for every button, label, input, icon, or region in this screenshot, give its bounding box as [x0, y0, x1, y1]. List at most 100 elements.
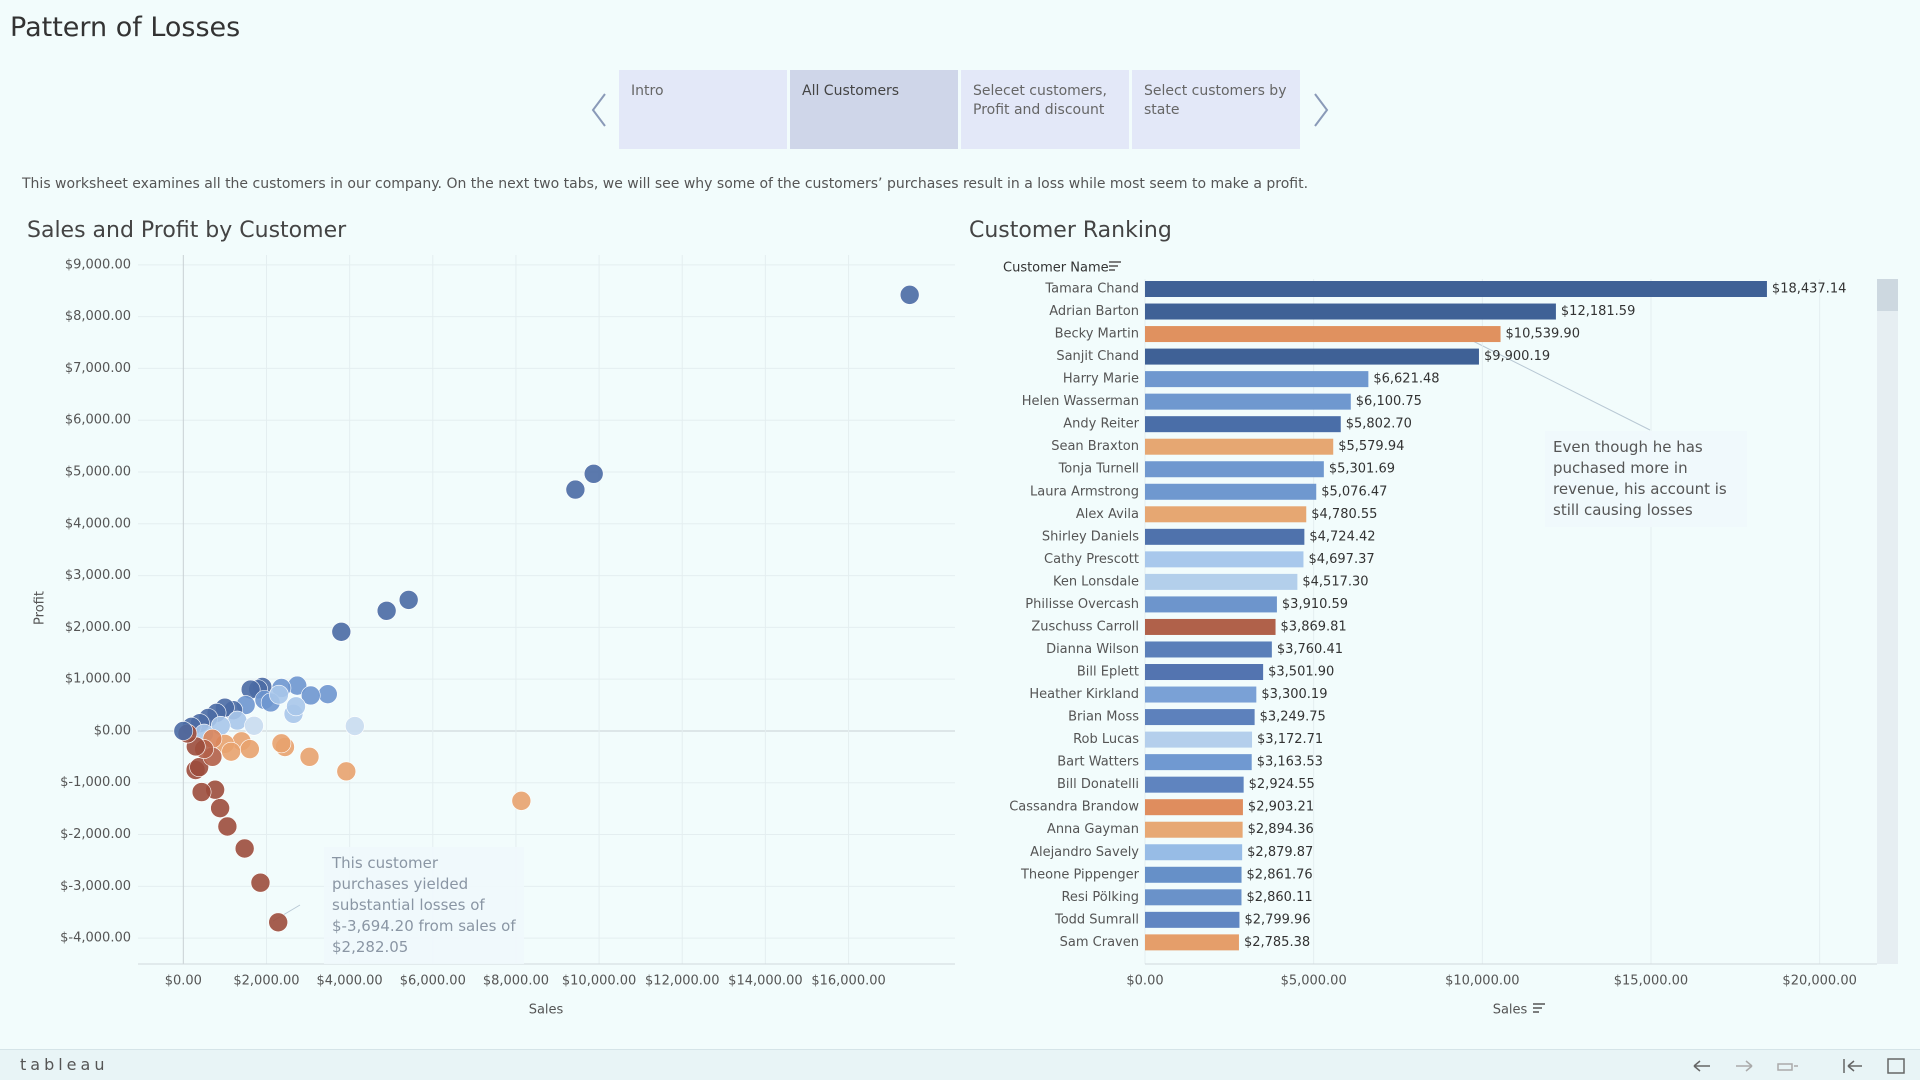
annotation-leader — [1454, 331, 1651, 431]
value-label: $3,501.90 — [1268, 665, 1334, 680]
category-label: Anna Gayman — [1047, 822, 1139, 837]
point — [221, 741, 241, 762]
x-tick-label: $6,000.00 — [400, 974, 466, 989]
bar — [1145, 731, 1253, 748]
scroll-thumb[interactable] — [1877, 279, 1898, 311]
y-tick-label: $-1,000.00 — [60, 775, 131, 790]
undo[interactable] — [1693, 1060, 1710, 1072]
point — [210, 798, 230, 818]
category-label: Cassandra Brandow — [1009, 800, 1139, 815]
point — [173, 721, 194, 741]
sort-icon[interactable] — [1533, 1003, 1545, 1013]
value-label: $2,799.96 — [1244, 912, 1310, 927]
bar — [1145, 866, 1242, 883]
category-label: Alejandro Savely — [1030, 845, 1139, 860]
category-label: Becky Martin — [1055, 327, 1139, 342]
category-label: Helen Wasserman — [1022, 394, 1139, 409]
redo[interactable] — [1736, 1060, 1753, 1072]
category-label: Rob Lucas — [1073, 732, 1139, 747]
sort-icon[interactable] — [1109, 261, 1121, 271]
scrollbar[interactable] — [1877, 279, 1898, 964]
category-label: Adrian Barton — [1049, 304, 1139, 319]
category-label: Laura Armstrong — [1030, 484, 1139, 499]
value-label: $5,076.47 — [1321, 484, 1387, 499]
bar — [1145, 641, 1272, 658]
value-label: $3,172.71 — [1257, 732, 1323, 747]
point — [398, 590, 419, 610]
revert[interactable] — [1777, 1063, 1798, 1071]
point — [191, 782, 212, 802]
category-label: Brian Moss — [1068, 710, 1139, 725]
value-label: $6,100.75 — [1356, 394, 1422, 409]
value-label: $6,621.48 — [1373, 372, 1439, 387]
y-tick-label: $-3,000.00 — [60, 879, 131, 894]
bar — [1145, 303, 1556, 320]
tab[interactable]: Intro — [619, 70, 787, 149]
annotation: This customer purchases yielded substant… — [324, 847, 524, 964]
point — [217, 816, 238, 837]
category-label: Sam Craven — [1060, 935, 1139, 950]
x-tick-label: $16,000.00 — [811, 974, 885, 989]
bar — [1145, 461, 1324, 478]
category-header: Customer Name — [1003, 261, 1109, 276]
point — [227, 710, 248, 731]
x-tick-label: $10,000.00 — [1445, 974, 1519, 989]
point — [583, 464, 604, 484]
point — [189, 757, 209, 777]
point — [336, 761, 357, 782]
bar — [1145, 664, 1264, 681]
bar — [1145, 528, 1305, 545]
bar — [1145, 393, 1351, 410]
reset[interactable] — [1843, 1059, 1862, 1073]
y-tick-label: $4,000.00 — [65, 516, 131, 531]
y-tick-label: $0.00 — [94, 723, 131, 738]
bar — [1145, 416, 1341, 433]
footer: tableau — [0, 1049, 1920, 1080]
value-label: $4,780.55 — [1311, 507, 1377, 522]
category-label: Andy Reiter — [1063, 417, 1139, 432]
point — [234, 838, 255, 859]
category-label: Todd Sumrall — [1054, 912, 1139, 927]
fullscreen[interactable] — [1887, 1058, 1905, 1074]
charts: Sales and Profit by Customer Customer Ra… — [27, 218, 1898, 1018]
value-label: $4,697.37 — [1308, 552, 1374, 567]
point — [299, 747, 320, 767]
category-label: Zuschuss Carroll — [1031, 619, 1139, 634]
value-label: $9,900.19 — [1484, 349, 1550, 364]
tab[interactable]: All Customers — [790, 70, 958, 149]
x-tick-label: $4,000.00 — [317, 974, 383, 989]
value-label: $4,724.42 — [1309, 529, 1375, 544]
bar — [1145, 686, 1257, 703]
value-label: $10,539.90 — [1506, 327, 1580, 342]
tab[interactable]: Select customers by state — [1132, 70, 1300, 149]
category-label: Alex Avila — [1076, 507, 1139, 522]
point — [244, 715, 264, 736]
bar — [1145, 618, 1276, 635]
chart-title: Sales and Profit by Customer — [27, 218, 347, 243]
value-label: $5,301.69 — [1329, 462, 1395, 477]
value-label: $2,860.11 — [1246, 890, 1312, 905]
value-label: $3,869.81 — [1281, 619, 1347, 634]
y-tick-label: $-2,000.00 — [60, 827, 131, 842]
y-tick-label: $8,000.00 — [65, 309, 131, 324]
tab[interactable]: Selecet customers, Profit and discount — [961, 70, 1129, 149]
point — [271, 733, 292, 754]
value-label: $2,894.36 — [1248, 822, 1314, 837]
bar — [1145, 889, 1242, 906]
next-arrow[interactable] — [1305, 90, 1335, 130]
point — [318, 684, 338, 704]
prev-arrow[interactable] — [585, 90, 615, 130]
point — [300, 685, 321, 706]
x-axis-label: Sales — [1493, 1003, 1528, 1018]
value-label: $12,181.59 — [1561, 304, 1635, 319]
y-tick-label: $-4,000.00 — [60, 931, 131, 946]
category-label: Bart Watters — [1057, 755, 1139, 770]
category-label: Bill Eplett — [1077, 665, 1139, 680]
bar — [1145, 371, 1369, 388]
value-label: $3,163.53 — [1257, 755, 1323, 770]
category-label: Tonja Turnell — [1058, 462, 1139, 477]
x-tick-label: $12,000.00 — [645, 974, 719, 989]
dashboard-title: Pattern of Losses — [10, 12, 241, 43]
point — [286, 696, 306, 717]
